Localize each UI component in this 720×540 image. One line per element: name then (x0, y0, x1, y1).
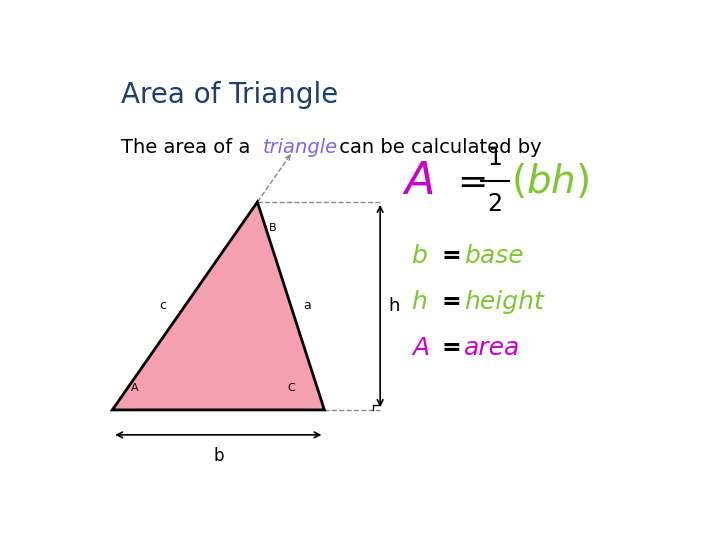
Text: $b$: $b$ (411, 244, 428, 268)
Text: 2: 2 (487, 192, 502, 216)
Text: A: A (131, 383, 138, 393)
Text: C: C (287, 383, 294, 393)
Text: 1: 1 (487, 146, 502, 170)
Text: triangle: triangle (263, 138, 338, 157)
Text: The area of a: The area of a (121, 138, 256, 157)
Text: =: = (441, 335, 462, 360)
Polygon shape (112, 202, 324, 410)
Text: $(bh)$: $(bh)$ (511, 161, 590, 201)
Text: B: B (269, 223, 276, 233)
Text: can be calculated by: can be calculated by (333, 138, 541, 157)
Text: =: = (441, 244, 462, 268)
Text: base: base (464, 244, 523, 268)
Text: h: h (389, 297, 400, 315)
Text: $A$: $A$ (411, 335, 430, 360)
Text: c: c (159, 300, 166, 313)
Text: height: height (464, 290, 544, 314)
Text: $=$: $=$ (450, 164, 485, 198)
Text: a: a (304, 300, 312, 313)
Text: =: = (441, 290, 462, 314)
Text: $A$: $A$ (402, 160, 434, 202)
Text: area: area (464, 335, 521, 360)
Text: $h$: $h$ (411, 290, 427, 314)
Text: Area of Triangle: Area of Triangle (121, 82, 338, 110)
Text: b: b (213, 447, 224, 465)
